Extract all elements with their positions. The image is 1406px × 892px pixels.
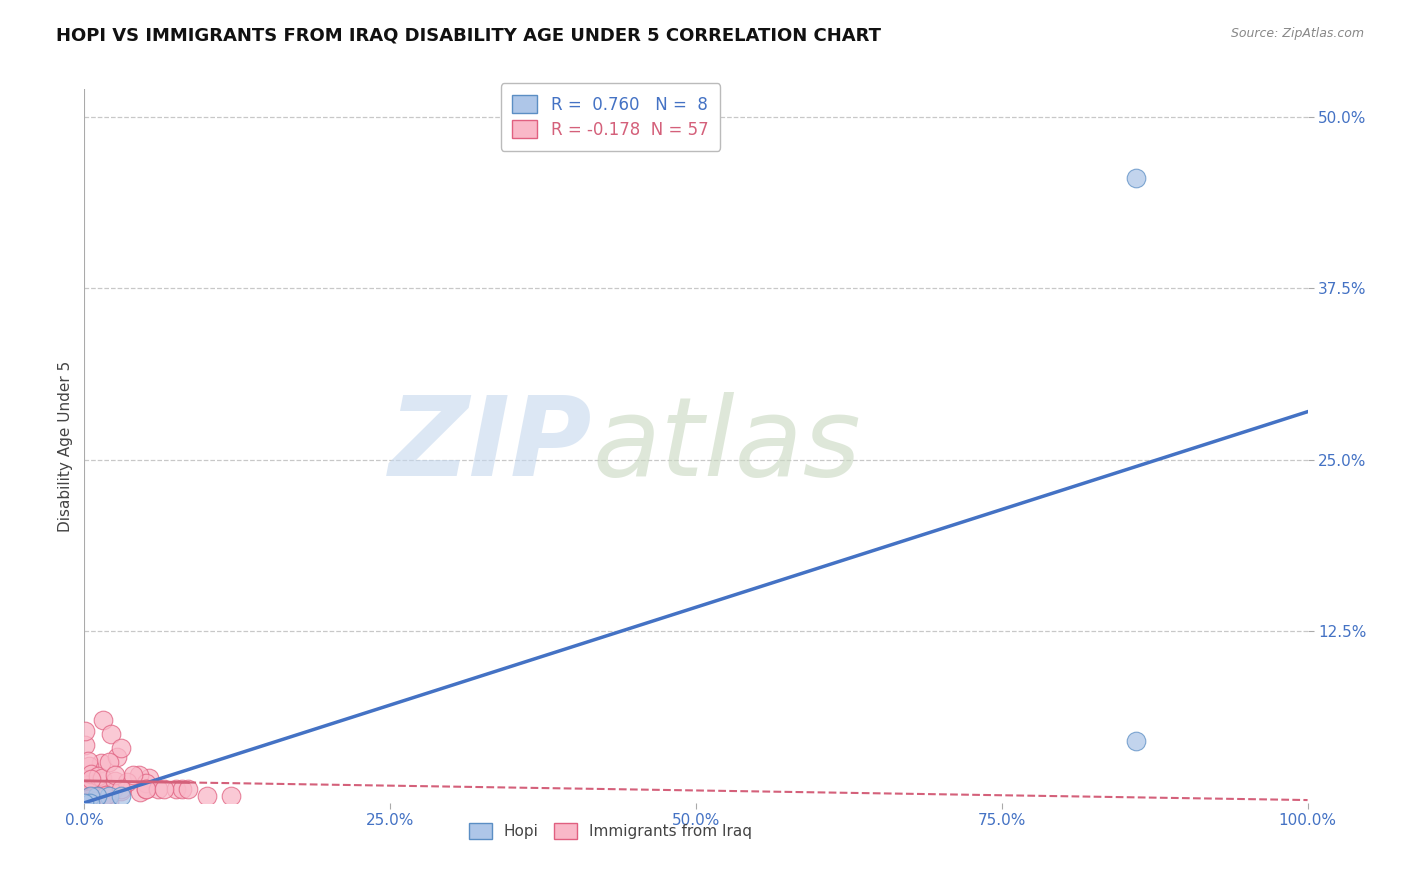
Point: [77, 754, 100, 768]
Point: [75, 724, 97, 739]
Point: [79, 789, 101, 804]
Point: [80, 766, 103, 780]
Point: [77, 758, 100, 772]
Point: [115, 775, 138, 789]
Point: [110, 740, 132, 755]
Point: [84, 794, 107, 808]
Point: [146, 782, 169, 797]
Point: [135, 782, 157, 797]
Point: [86, 769, 108, 783]
Point: [77, 780, 100, 795]
Point: [104, 768, 127, 782]
Point: [90, 772, 112, 786]
Point: [82, 794, 104, 808]
Point: [96, 792, 118, 806]
Text: Source: ZipAtlas.com: Source: ZipAtlas.com: [1230, 27, 1364, 40]
Point: [80, 772, 103, 786]
Point: [101, 783, 124, 797]
Text: atlas: atlas: [592, 392, 860, 500]
Point: [128, 784, 150, 798]
Point: [87, 792, 110, 806]
Point: [195, 789, 218, 803]
Point: [79, 796, 101, 810]
Point: [76, 790, 98, 805]
Point: [110, 789, 132, 803]
Point: [122, 768, 145, 782]
Point: [104, 774, 127, 789]
Point: [73, 739, 96, 753]
Point: [94, 789, 117, 803]
Point: [76, 792, 98, 806]
Point: [172, 782, 194, 797]
Point: [76, 778, 98, 792]
Point: [84, 790, 107, 805]
Point: [91, 714, 114, 728]
Point: [90, 756, 112, 771]
Point: [1125, 171, 1147, 186]
Point: [135, 782, 157, 797]
Point: [219, 789, 242, 803]
Point: [75, 789, 97, 804]
Point: [105, 749, 128, 764]
Point: [79, 789, 101, 803]
Point: [97, 789, 120, 803]
Point: [73, 796, 96, 810]
Point: [110, 782, 132, 797]
Point: [97, 795, 120, 809]
Point: [128, 768, 150, 782]
Text: ZIP: ZIP: [388, 392, 592, 500]
Point: [86, 789, 108, 803]
Point: [90, 782, 112, 797]
Point: [90, 788, 112, 802]
Point: [138, 771, 160, 785]
Point: [97, 755, 120, 769]
Y-axis label: Disability Age Under 5: Disability Age Under 5: [58, 360, 73, 532]
Point: [1125, 734, 1147, 748]
Point: [110, 783, 132, 797]
Point: [153, 782, 176, 797]
Legend: Hopi, Immigrants from Iraq: Hopi, Immigrants from Iraq: [463, 817, 758, 845]
Point: [135, 775, 157, 789]
Point: [75, 796, 97, 810]
Point: [77, 793, 100, 807]
Point: [177, 782, 200, 797]
Point: [90, 795, 112, 809]
Point: [76, 790, 98, 805]
Point: [80, 794, 103, 808]
Point: [83, 795, 105, 809]
Point: [100, 727, 122, 741]
Point: [165, 782, 187, 797]
Point: [82, 789, 104, 803]
Point: [75, 795, 97, 809]
Text: HOPI VS IMMIGRANTS FROM IRAQ DISABILITY AGE UNDER 5 CORRELATION CHART: HOPI VS IMMIGRANTS FROM IRAQ DISABILITY …: [56, 27, 882, 45]
